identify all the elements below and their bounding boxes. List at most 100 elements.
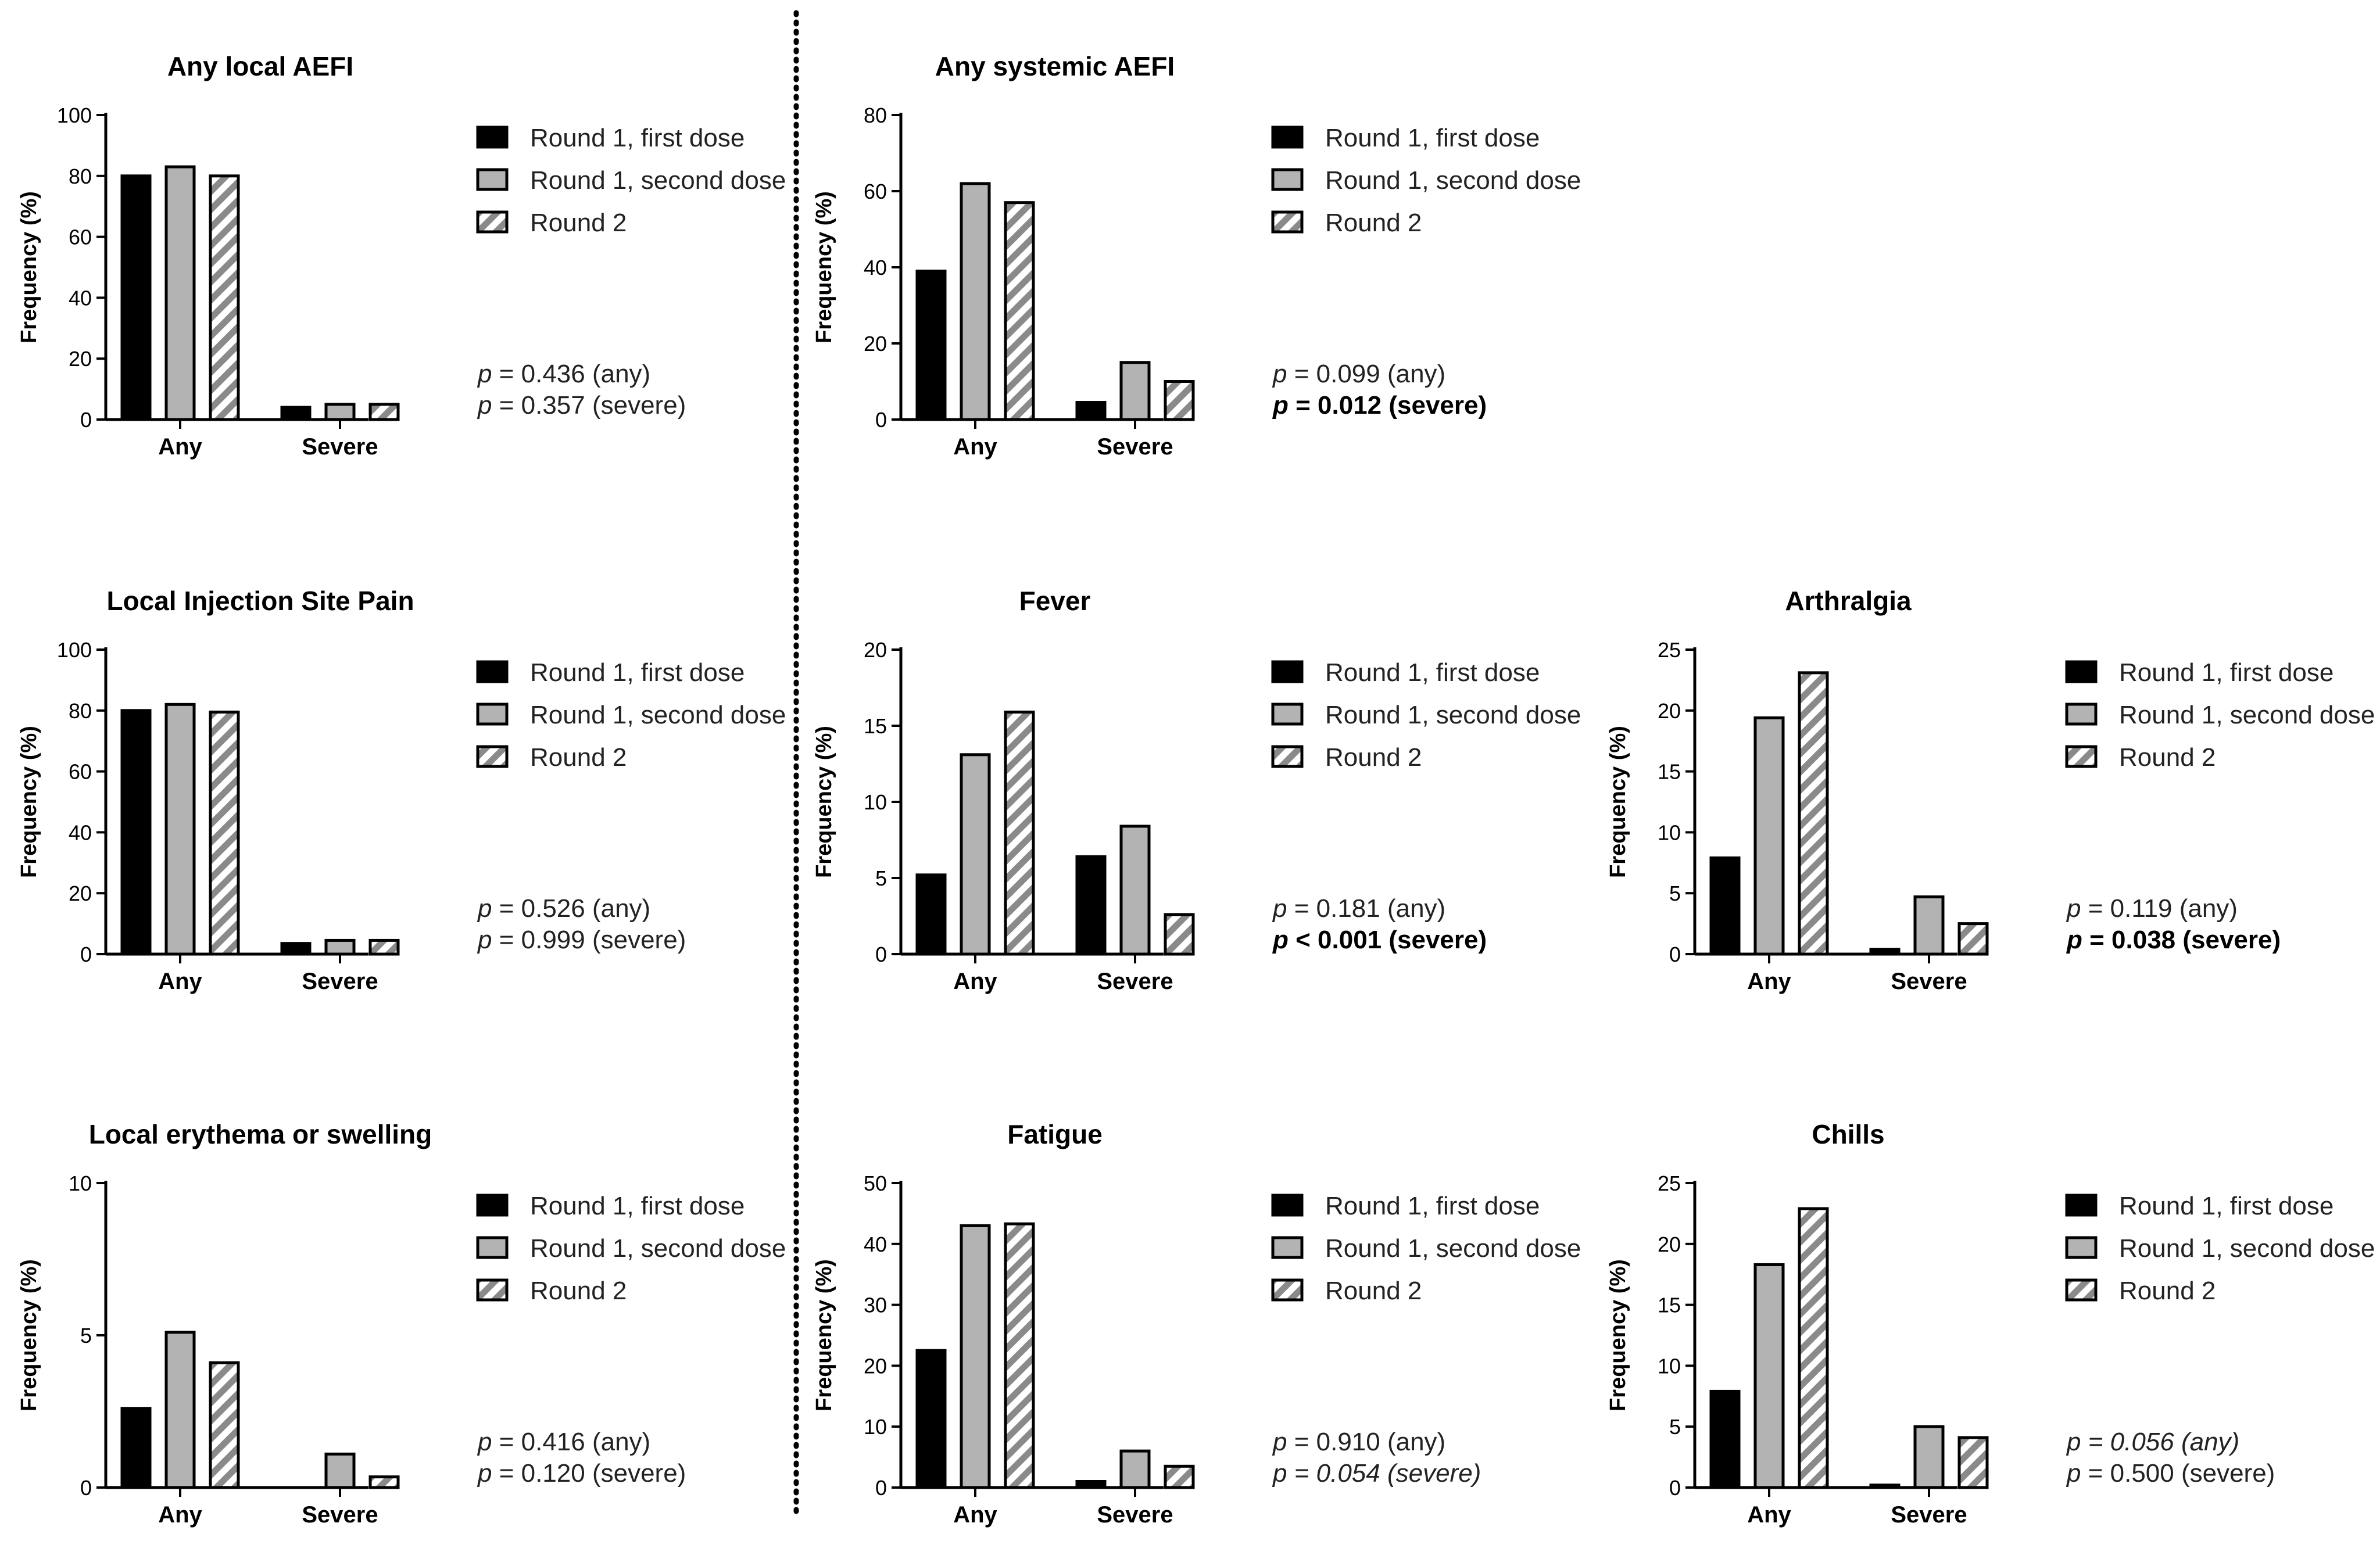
bar-round-2-severe (368, 403, 400, 421)
chart-panel-7: Fatigue Frequency (%) 0 10 20 30 40 50 Any Severe… (812, 1119, 1581, 1528)
x-tick-label: Severe (302, 434, 378, 460)
p-value-text: = 0.099 (any) (1287, 360, 1445, 388)
legend-label: Round 2 (530, 743, 627, 772)
p-value-text: = 0.500 (severe) (2081, 1459, 2275, 1488)
y-tick-label: 5 (1669, 881, 1681, 905)
x-tick-label: Severe (1097, 1502, 1173, 1528)
bar-round-1-first-dose-any (915, 270, 947, 421)
legend-label: Round 1, first dose (2119, 1192, 2334, 1220)
bar-round-2-any (1004, 1222, 1035, 1489)
chart-panel-3: Local Injection Site Pain Frequency (%) 0 2… (17, 586, 786, 994)
x-tick-label: Severe (1891, 1502, 1967, 1528)
bar-round-1-second-dose-any (1753, 1263, 1785, 1489)
chart-panel-5: Arthralgia Frequency (%) 0 5 10 15 20 25 Any Seve… (1606, 586, 2375, 994)
p-value: p = 0.999 (severe) (477, 926, 686, 954)
legend-label: Round 1, first dose (1325, 124, 1540, 152)
legend-swatch (2065, 745, 2098, 768)
chart-title: Any systemic AEFI (935, 51, 1175, 81)
y-tick-label: 100 (57, 638, 92, 662)
p-value: p = 0.099 (any) (1272, 360, 1445, 388)
y-tick-label: 15 (1658, 760, 1681, 784)
p-value-text: = 0.119 (any) (2081, 894, 2237, 923)
x-tick-label: Any (158, 969, 202, 994)
legend-swatch (1271, 1278, 1304, 1302)
y-tick-label: 0 (80, 408, 92, 432)
legend-swatch (476, 660, 509, 683)
p-value: p = 0.357 (severe) (477, 391, 686, 420)
bar-round-1-first-dose-severe (1075, 1480, 1107, 1489)
y-tick-label: 100 (57, 103, 92, 127)
y-tick-label: 20 (864, 1354, 887, 1378)
legend-swatch (1271, 126, 1304, 149)
y-tick-label: 30 (864, 1293, 887, 1317)
legend-label: Round 2 (530, 1277, 627, 1305)
legend-swatch (476, 210, 509, 234)
p-symbol: p (1272, 926, 1289, 954)
chart-panel-2: Any systemic AEFI Frequency (%) 0 20 40 60 80 A… (812, 51, 1581, 460)
y-tick-label: 20 (864, 332, 887, 356)
bar-round-1-first-dose-severe (1869, 1483, 1901, 1489)
y-tick-label: 20 (69, 347, 92, 371)
chart-title: Local Injection Site Pain (106, 586, 414, 616)
legend-label: Round 1, first dose (2119, 658, 2334, 687)
legend-label: Round 1, second dose (2119, 1234, 2375, 1263)
y-tick-label: 0 (875, 408, 887, 432)
bar-round-2-any (1004, 710, 1035, 956)
legend-label: Round 1, first dose (530, 1192, 745, 1220)
y-tick-label: 10 (864, 1415, 887, 1439)
bar-round-1-second-dose-severe (1119, 1449, 1151, 1489)
p-value-text: = 0.181 (any) (1287, 894, 1445, 923)
p-symbol: p (477, 926, 492, 954)
legend-label: Round 1, second dose (2119, 701, 2375, 729)
p-value-text: = 0.038 (severe) (2082, 926, 2281, 954)
legend-label: Round 1, second dose (1325, 166, 1581, 195)
bar-round-2-severe (1957, 1436, 1989, 1489)
chart-panel-8: Chills Frequency (%) 0 5 10 15 20 25 Any Severe Ro… (1606, 1119, 2375, 1528)
legend-label: Round 1, second dose (530, 166, 786, 195)
x-tick-label: Severe (1097, 434, 1173, 460)
legend-swatch (476, 126, 509, 149)
bar-round-1-second-dose-any (960, 753, 991, 956)
bar-round-1-first-dose-any (120, 174, 152, 421)
x-tick-label: Severe (1097, 969, 1173, 994)
x-tick-label: Any (953, 434, 997, 460)
bar-round-1-first-dose-any (1709, 1389, 1741, 1489)
legend-label: Round 1, second dose (530, 1234, 786, 1263)
p-symbol: p (2066, 1459, 2081, 1488)
y-tick-label: 80 (69, 699, 92, 723)
y-tick-label: 60 (69, 760, 92, 784)
p-value-text: = 0.416 (any) (492, 1428, 650, 1456)
y-tick-label: 80 (864, 103, 887, 127)
p-value-text: = 0.054 (severe) (1287, 1459, 1481, 1488)
legend-swatch (476, 1236, 509, 1259)
y-tick-label: 5 (80, 1324, 92, 1348)
y-tick-label: 10 (1658, 1354, 1681, 1378)
bar-round-1-first-dose-any (120, 709, 152, 956)
bar-round-2-severe (368, 938, 400, 956)
p-value-text: = 0.012 (severe) (1289, 391, 1487, 420)
y-tick-label: 15 (864, 714, 887, 738)
x-tick-label: Any (953, 969, 997, 994)
legend-swatch (2065, 1278, 2098, 1302)
bar-round-1-first-dose-severe (1869, 948, 1901, 956)
bar-round-1-second-dose-any (1753, 716, 1785, 956)
legend-label: Round 2 (2119, 743, 2216, 772)
chart-title: Fever (1019, 586, 1091, 616)
p-value: p = 0.120 (severe) (477, 1459, 686, 1488)
p-symbol: p (2066, 926, 2082, 954)
chart-title: Any local AEFI (167, 51, 353, 81)
y-tick-label: 20 (69, 881, 92, 905)
legend-swatch (476, 745, 509, 768)
bar-round-2-any (1798, 671, 1829, 956)
p-symbol: p (477, 1459, 492, 1488)
legend-label: Round 2 (1325, 1277, 1422, 1305)
bar-round-2-any (1004, 201, 1035, 421)
legend-swatch (1271, 1236, 1304, 1259)
p-value: p = 0.181 (any) (1272, 894, 1445, 923)
legend-label: Round 1, first dose (1325, 658, 1540, 687)
x-tick-label: Any (158, 1502, 202, 1528)
legend-swatch (476, 1278, 509, 1302)
legend-swatch (1271, 745, 1304, 768)
y-axis-label: Frequency (%) (17, 726, 41, 878)
y-tick-label: 5 (875, 866, 887, 890)
